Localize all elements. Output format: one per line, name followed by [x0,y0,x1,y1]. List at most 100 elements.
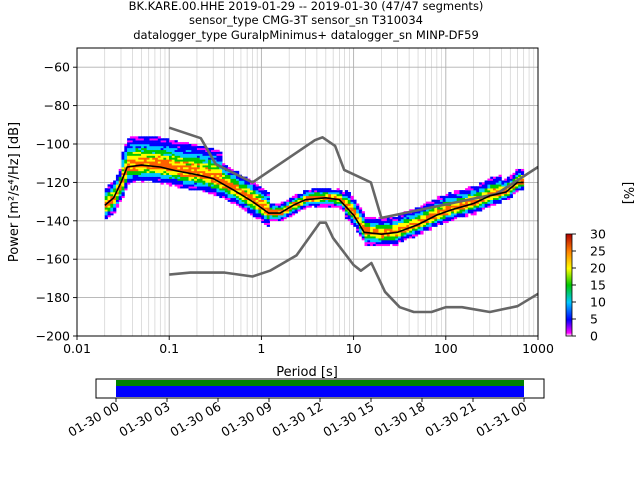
density-cell [166,144,170,147]
density-cell [177,157,181,160]
density-cell [188,178,192,181]
density-cell [263,197,268,200]
density-cell [445,197,449,200]
density-cell [146,136,150,139]
density-cell [473,195,477,199]
density-cell [127,168,131,172]
density-cell [224,182,229,185]
density-cell [160,147,164,151]
density-cell [194,161,198,164]
density-cell [202,155,206,158]
density-cell [289,197,293,200]
y-tick-label: −140 [36,213,70,228]
density-cell [437,220,441,224]
density-cell [381,234,385,237]
density-cell [132,144,136,147]
density-cell [166,149,170,152]
density-cell [155,142,159,145]
density-cell [465,209,469,212]
density-cell [236,197,240,200]
density-cell [479,192,483,195]
density-cell [297,203,301,206]
noise-models [168,126,539,314]
density-cell [484,180,488,183]
density-cell [104,197,108,200]
density-cell [484,190,488,193]
density-cell [202,167,206,170]
density-cell [124,153,128,156]
density-cell [233,188,237,191]
density-cell [129,172,134,176]
density-cell [490,180,494,183]
density-cell [263,201,268,204]
density-cell [110,188,114,191]
density-cell [163,176,167,179]
density-cell [219,157,223,160]
density-cell [177,153,181,156]
density-cell [138,159,142,162]
density-cell [244,184,248,187]
density-cell [199,155,203,158]
density-cell [182,186,187,189]
density-cell [375,240,379,243]
density-cell [501,180,505,183]
density-cell [199,184,203,187]
density-cell [115,192,120,195]
density-cell [272,209,276,212]
density-cell [286,215,290,218]
density-cell [196,186,201,189]
density-cell [389,236,393,239]
density-cell [333,195,337,199]
density-cell [512,190,516,193]
density-cell [286,211,290,214]
density-cell [414,218,418,222]
density-cell [113,192,117,195]
density-cell [149,136,153,139]
density-cell [261,213,265,216]
density-cell [174,147,178,151]
density-cell [442,199,446,202]
density-cell [467,192,472,195]
density-cell [409,236,413,239]
density-cell [291,209,296,212]
density-cell [171,182,175,185]
density-cell [238,188,243,191]
density-cell [141,155,145,158]
density-cell [448,192,452,195]
density-cell [515,174,519,177]
density-cell [247,192,251,195]
density-cell [121,172,125,176]
density-cell [135,174,139,177]
density-cell [157,147,162,151]
density-cell [353,203,357,206]
density-cell [163,170,167,174]
x-tick-label: 0.1 [159,341,179,356]
density-cell [308,199,312,202]
density-cell [194,174,198,177]
density-cell [280,201,284,204]
density-cell [216,193,220,197]
density-cell [152,153,156,156]
density-cell [210,188,215,191]
density-cell [185,163,189,166]
density-cell [194,182,198,185]
density-cell [141,144,145,147]
density-cell [358,222,363,225]
density-cell [437,216,441,220]
density-cell [356,226,360,229]
density-cell [423,209,427,212]
density-cell [152,140,156,143]
density-cell [132,161,136,164]
density-cell [135,157,139,160]
density-cell [244,188,248,191]
density-cell [182,153,187,156]
density-cell [333,193,337,197]
density-cell [163,163,167,166]
density-cell [325,190,329,193]
density-cell [308,193,312,197]
density-cell [113,211,117,214]
density-cell [188,186,192,189]
y-tick-label: −80 [44,98,70,113]
density-cell [216,153,220,156]
density-cell [347,211,351,214]
